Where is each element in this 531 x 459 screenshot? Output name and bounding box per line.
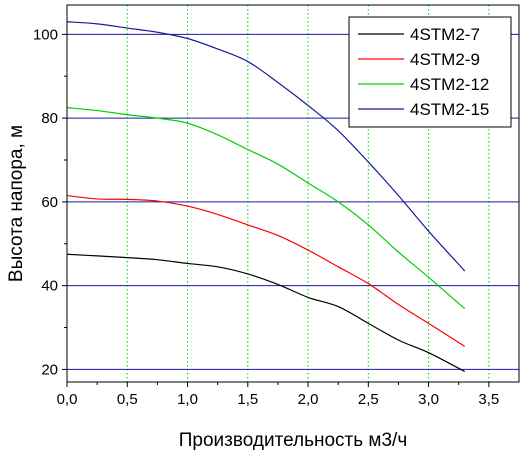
x-tick-label: 3,5 <box>478 391 499 408</box>
y-tick-label: 80 <box>41 110 58 127</box>
legend-label: 4STM2-9 <box>410 50 480 69</box>
ticks <box>62 33 490 387</box>
x-tick-label: 1,0 <box>177 391 198 408</box>
series-line-4STM2-7 <box>66 253 466 373</box>
x-tick-label: 1,5 <box>237 391 258 408</box>
plot-frame <box>66 4 520 383</box>
series-line-4STM2-9 <box>66 194 466 347</box>
y-axis-title: Высота напора, м <box>6 125 27 282</box>
legend-label: 4STM2-12 <box>410 75 489 94</box>
y-tick-label: 100 <box>33 26 58 43</box>
x-tick-label: 2,5 <box>358 391 379 408</box>
tick-labels: 0,0 0,5 1,0 1,5 2,0 2,5 3,0 3,5 20 40 60 80 100 <box>33 26 499 408</box>
x-axis-title: Производительность м3/ч <box>179 430 408 451</box>
series-line-4STM2-12 <box>66 107 466 310</box>
x-tick-label: 0,0 <box>57 391 78 408</box>
series-line-4STM2-15 <box>66 21 466 272</box>
y-tick-label: 40 <box>41 278 58 295</box>
series-lines <box>66 21 466 373</box>
y-tick-label: 20 <box>41 361 58 378</box>
y-tick-label: 60 <box>41 194 58 211</box>
x-tick-label: 3,0 <box>418 391 439 408</box>
legend-label: 4STM2-15 <box>410 100 489 119</box>
legend: 4STM2-7 4STM2-9 4STM2-12 4STM2-15 <box>348 16 512 128</box>
legend-label: 4STM2-7 <box>410 25 480 44</box>
x-tick-label: 2,0 <box>298 391 319 408</box>
x-tick-label: 0,5 <box>117 391 138 408</box>
